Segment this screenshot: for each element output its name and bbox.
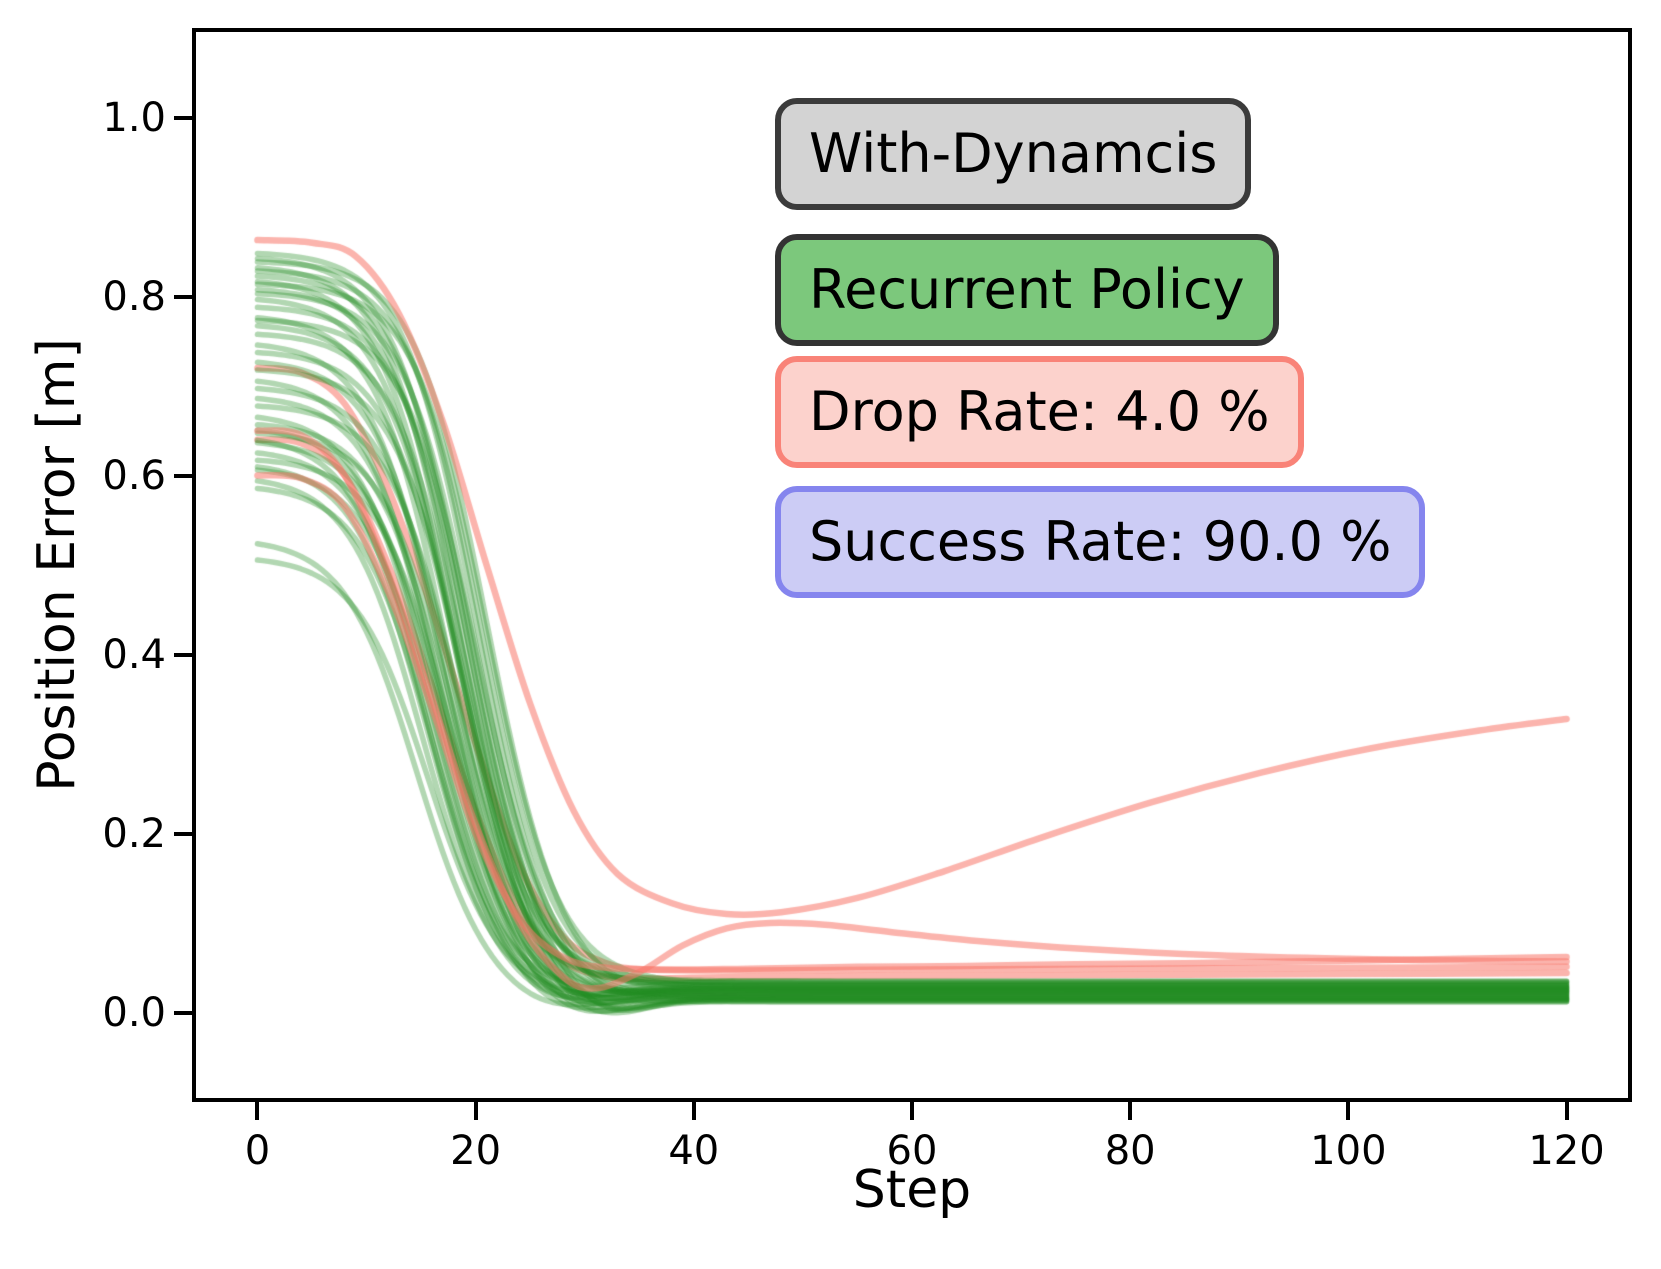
y-tick-mark [174,115,192,120]
x-tick-mark [910,1102,914,1120]
y-tick-mark [174,652,192,657]
y-tick-mark [174,294,192,299]
x-tick-label: 60 [886,1128,938,1174]
annotation-drop-rate: Drop Rate: 4.0 % [775,356,1304,468]
x-axis-label: Step [852,1160,972,1220]
x-tick-mark [1128,1102,1133,1120]
x-tick-label: 80 [1104,1128,1156,1174]
x-tick-mark [1346,1102,1351,1120]
annotation-success-rate: Success Rate: 90.0 % [775,486,1426,598]
y-tick-mark [174,473,192,478]
x-tick-mark [255,1102,260,1120]
y-tick-label: 0.6 [102,452,166,499]
y-tick-label: 0.0 [102,989,166,1036]
x-tick-mark [473,1102,478,1120]
y-tick-label: 0.2 [102,810,166,857]
x-tick-label: 40 [668,1128,720,1174]
annotation-recurrent-policy: Recurrent Policy [775,234,1279,346]
x-tick-label: 120 [1528,1128,1605,1174]
x-tick-mark [691,1102,696,1120]
y-tick-label: 0.4 [102,631,166,678]
y-axis-label: Position Error [m] [27,338,87,792]
y-tick-label: 1.0 [102,94,166,141]
y-tick-mark [174,1010,192,1015]
x-tick-label: 0 [244,1128,271,1174]
y-tick-mark [174,831,192,836]
x-tick-mark [1564,1102,1569,1120]
x-tick-label: 100 [1310,1128,1387,1174]
annotation-with-dynamics: With-Dynamcis [775,98,1252,210]
y-tick-label: 0.8 [102,273,166,320]
x-tick-label: 20 [450,1128,502,1174]
